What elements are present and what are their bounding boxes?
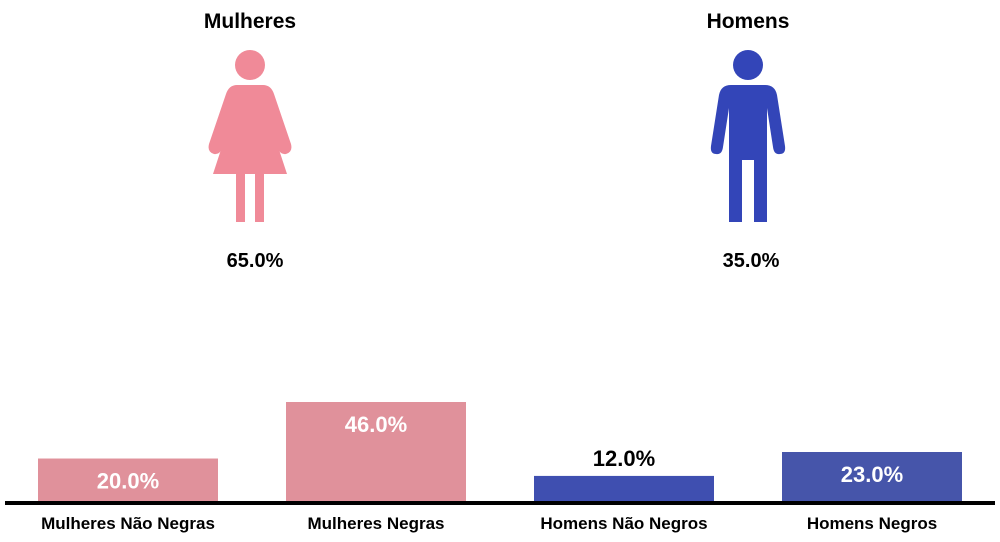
- man-icon: [710, 50, 786, 222]
- bar-value-label: 12.0%: [593, 446, 655, 471]
- category-label: Homens Não Negros: [540, 514, 707, 533]
- group-percent-men: 35.0%: [722, 250, 780, 272]
- category-label: Mulheres Negras: [308, 514, 445, 533]
- bar-3: [782, 452, 962, 502]
- bar-2: [534, 475, 714, 502]
- bar-0: [38, 458, 218, 502]
- category-label: Mulheres Não Negras: [41, 514, 215, 533]
- bar-value-label: 46.0%: [345, 412, 407, 437]
- bar-1: [286, 402, 466, 502]
- group-title-women: Mulheres: [203, 10, 297, 33]
- bar-chart: 20.0% 46.0% 12.0% 23.0% Mulheres Não Negras…: [5, 402, 995, 533]
- woman-icon: [208, 50, 292, 222]
- group-percent-women: 65.0%: [226, 250, 284, 272]
- category-label: Homens Negros: [807, 514, 937, 533]
- bar-value-label: 23.0%: [841, 462, 903, 487]
- group-title-men: Homens: [706, 10, 790, 33]
- bar-value-label: 20.0%: [97, 469, 159, 494]
